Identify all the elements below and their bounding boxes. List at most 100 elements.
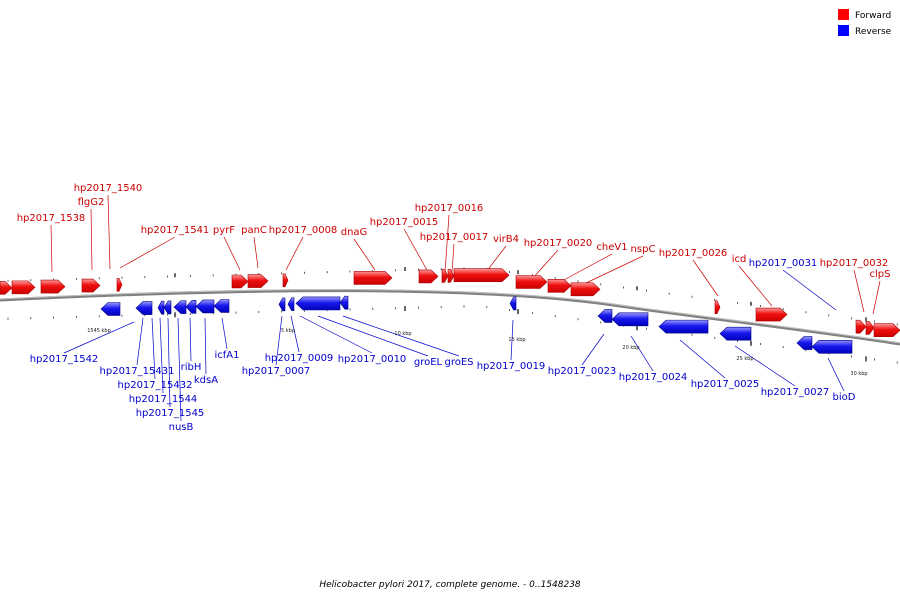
leader-line-ribh — [189, 317, 192, 362]
legend-reverse-label: Reverse — [855, 27, 892, 37]
gene-label-kdsa: kdsA — [194, 375, 218, 386]
scale-label: 1545 kbp — [87, 328, 111, 334]
scale-label: 25 kbp — [736, 356, 753, 362]
scale-ticks — [7, 267, 898, 364]
gene-arrow-f14 — [515, 275, 548, 289]
gene-arrow-f17 — [714, 300, 721, 315]
gene-arrow-f2 — [11, 280, 36, 295]
gene-arrow-r11 — [295, 296, 341, 311]
leader-line-hp2017-0017 — [451, 243, 455, 273]
gene-label-hp2017-0032: hp2017_0032 — [820, 258, 889, 269]
scale-label: 5 kbp — [281, 328, 295, 334]
gene-arrow-f1 — [0, 281, 13, 295]
genome-caption: Helicobacter pylori 2017, complete genom… — [319, 580, 581, 590]
gene-label-hp2017-1540: hp2017_1540 — [74, 183, 143, 194]
gene-label-hp2017-1541: hp2017_1541 — [141, 225, 210, 236]
gene-arrow-f15 — [547, 278, 572, 293]
leader-line-hp2017-1544 — [159, 317, 164, 394]
gene-arrow-f20 — [865, 321, 875, 335]
leader-line-flgg2 — [90, 208, 93, 271]
leader-line-dnag — [353, 238, 376, 271]
legend: Forward Reverse — [838, 9, 892, 37]
gene-arrow-r17 — [719, 326, 752, 341]
leader-line-hp2017-1545 — [167, 317, 171, 408]
gene-label-chev1: cheV1 — [596, 242, 627, 253]
gene-label-pyrf: pyrF — [213, 225, 235, 236]
gene-label-hp2017-0009: hp2017_0009 — [265, 353, 334, 364]
gene-label-nusb: nusB — [169, 422, 194, 433]
gene-arrow-f13 — [453, 268, 510, 283]
gene-arrow-f16 — [570, 282, 601, 297]
gene-arrow-r14 — [597, 309, 613, 323]
gene-arrow-f4 — [81, 278, 101, 293]
leader-line-hp2017-0023 — [581, 333, 605, 366]
gene-label-hp2017-0024: hp2017_0024 — [619, 372, 688, 383]
gene-label-hp2017-0016: hp2017_0016 — [415, 203, 484, 214]
gene-label-hp2017-0031: hp2017_0031 — [749, 258, 818, 269]
scale-label: 20 kbp — [622, 345, 639, 351]
gene-label-hp2017-0015: hp2017_0015 — [370, 217, 439, 228]
gene-label-dnag: dnaG — [341, 227, 368, 238]
leader-line-kdsa — [204, 317, 207, 375]
gene-arrow-f7 — [247, 274, 269, 288]
gene-arrow-r8 — [213, 299, 230, 313]
leader-line-hp2017-0015 — [403, 228, 429, 273]
leader-line-hp2017-0010 — [299, 315, 373, 354]
gene-arrow-r9 — [278, 297, 286, 312]
gene-arrow-f18 — [755, 307, 788, 322]
gene-label-virb4: virB4 — [493, 234, 519, 245]
gene-label-groel: groEL — [414, 357, 443, 368]
gene-label-nspc: nspC — [631, 244, 656, 255]
leader-line-hp2017-0008 — [285, 236, 304, 271]
gene-arrow-r2 — [135, 301, 153, 315]
scale-label: 10 kbp — [394, 331, 411, 337]
gene-label-hp2017-0008: hp2017_0008 — [269, 225, 338, 236]
gene-arrow-r15 — [611, 312, 649, 327]
gene-label-hp2017-0017: hp2017_0017 — [420, 232, 489, 243]
gene-label-icd: icd — [732, 254, 747, 265]
legend-forward-label: Forward — [855, 11, 891, 21]
genome-backbone-highlight — [0, 289, 900, 344]
gene-label-hp2017-0025: hp2017_0025 — [691, 379, 760, 390]
gene-arrow-r19 — [811, 339, 853, 354]
gene-label-panc: panC — [241, 225, 267, 236]
leader-line-hp2017-0027 — [734, 345, 796, 387]
gene-arrow-f10 — [418, 269, 439, 284]
gene-arrow-f21 — [873, 323, 900, 338]
gene-label-hp2017-0023: hp2017_0023 — [548, 366, 617, 377]
leader-line-nusb — [177, 317, 182, 422]
gene-arrow-r7 — [195, 299, 215, 314]
gene-label-ribh: ribH — [181, 362, 202, 373]
gene-arrow-r12 — [339, 295, 349, 310]
gene-arrow-f12 — [447, 268, 455, 283]
legend-forward-swatch — [838, 9, 849, 20]
genome-backbone — [0, 289, 900, 346]
leader-line-hp2017-1542 — [63, 321, 135, 354]
gene-arrows — [0, 268, 900, 354]
gene-label-hp2017-0007: hp2017_0007 — [242, 366, 311, 377]
leader-line-panc — [253, 236, 259, 269]
leader-line-hp2017-0025 — [679, 339, 726, 379]
leader-line-hp2017-0024 — [630, 335, 654, 372]
gene-labels: 1545 kbp 5 kbp 10 kbp 15 kbp 20 kbp 25 kbp 30 … — [17, 183, 891, 433]
gene-label-flgg2: flgG2 — [78, 197, 105, 208]
gene-label-hp2017-15432: hp2017_15432 — [118, 380, 193, 391]
leader-line-hp2017-0019 — [510, 319, 514, 361]
gene-label-hp2017-0010: hp2017_0010 — [338, 354, 407, 365]
gene-label-icfa1: icfA1 — [215, 350, 240, 361]
gene-arrow-r6 — [185, 300, 197, 314]
leader-line-biod — [827, 357, 845, 392]
gene-label-hp2017-1538: hp2017_1538 — [17, 213, 86, 224]
leader-line-hp2017-1541 — [119, 236, 176, 269]
leader-line-hp2017-0007 — [275, 315, 283, 366]
gene-label-hp2017-0019: hp2017_0019 — [477, 361, 546, 372]
gene-arrow-f9 — [353, 271, 393, 285]
gene-label-biod: bioD — [833, 392, 856, 403]
leader-line-groel — [317, 315, 429, 357]
gene-label-hp2017-0026: hp2017_0026 — [659, 248, 728, 259]
gene-arrow-r5 — [173, 300, 187, 314]
scale-label: 30 kbp — [850, 371, 867, 377]
gene-label-hp2017-0020: hp2017_0020 — [524, 238, 593, 249]
legend-reverse-swatch — [838, 25, 849, 36]
